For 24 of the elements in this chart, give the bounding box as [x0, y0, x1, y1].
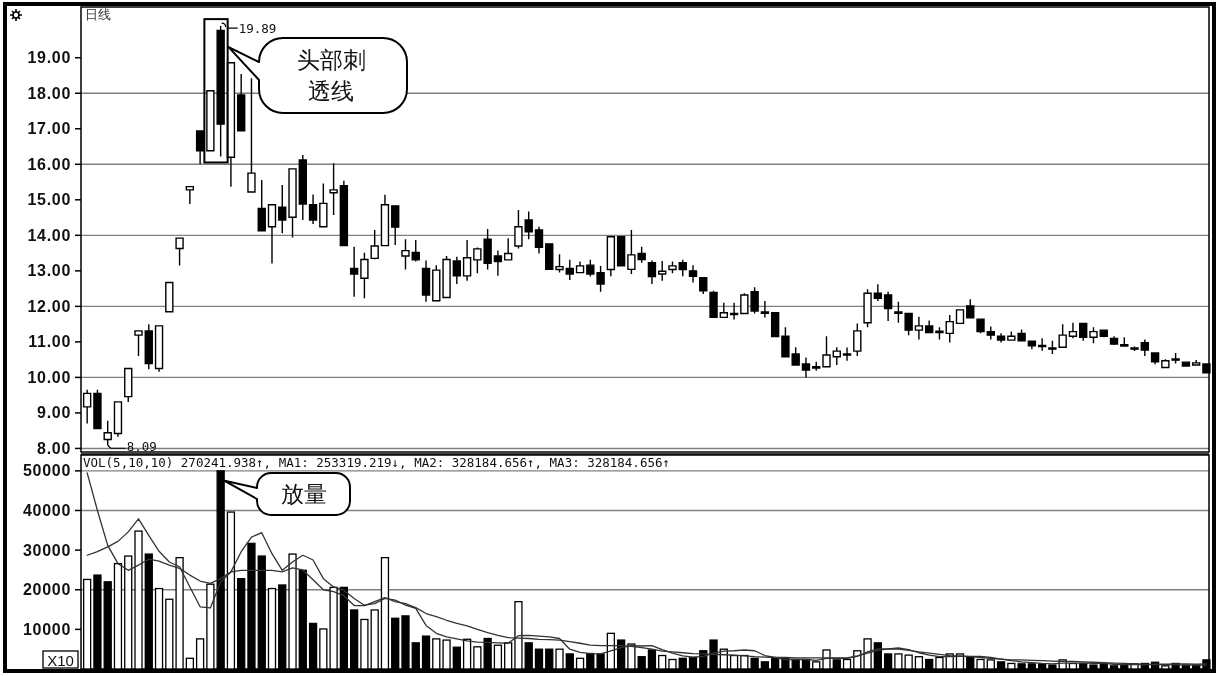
y-tick-label: 13.00	[27, 262, 71, 280]
y-tick-label: 17.00	[27, 120, 71, 138]
chart-title: 日线	[85, 7, 111, 22]
text: X10	[47, 651, 74, 669]
y-tick-label: 14.00	[27, 226, 71, 244]
y-tick-label: 8.00	[37, 439, 71, 457]
y-tick-label: 40000	[23, 501, 71, 519]
y-tick-label: 18.00	[27, 84, 71, 102]
y-tick-label: 16.00	[27, 155, 71, 173]
annotation: 19.89	[238, 21, 277, 37]
y-tick-label: 10.00	[27, 368, 71, 386]
annotation: VOL(5,10,10) 270241.938↑, MA1: 253319.219↓, MA2: 328184.656↑, MA3: 328184.656↑	[83, 455, 670, 470]
annotation: 头部刺透线	[296, 47, 366, 103]
y-tick-label: 30000	[23, 541, 71, 559]
y-tick-label: 50000	[23, 462, 71, 480]
y-tick-label: 12.00	[27, 297, 71, 315]
y-tick-label: 10000	[23, 620, 71, 638]
annotation: 放量	[280, 481, 327, 507]
y-tick-label: 15.00	[27, 191, 71, 209]
y-tick-label: 19.00	[27, 49, 71, 67]
y-tick-label: 11.00	[28, 333, 71, 351]
annotation: 8.09	[126, 439, 157, 455]
y-tick-label: 20000	[23, 581, 71, 599]
y-tick-label: 9.00	[37, 404, 71, 422]
